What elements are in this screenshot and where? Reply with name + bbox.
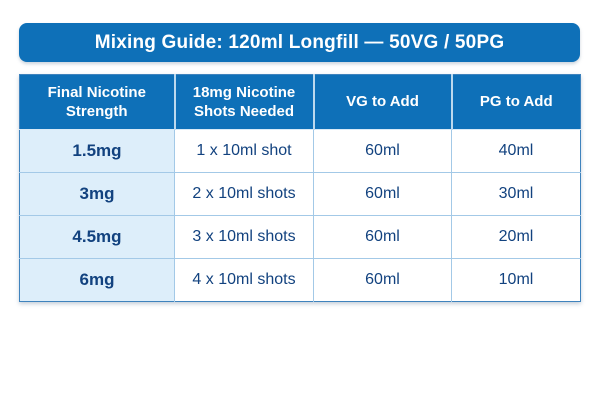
column-header-pg-to-add: PG to Add bbox=[450, 74, 581, 130]
table-row: 3mg 2 x 10ml shots 60ml 30ml bbox=[19, 172, 581, 216]
column-header-nicotine-shots-needed: 18mg Nicotine Shots Needed bbox=[173, 74, 314, 130]
page-title: Mixing Guide: 120ml Longfill — 50VG / 50… bbox=[94, 31, 505, 53]
cell-shots: 1 x 10ml shot bbox=[174, 129, 314, 173]
cell-vg: 60ml bbox=[313, 172, 452, 216]
mixing-guide-table: Final Nicotine Strength 18mg Nicotine Sh… bbox=[19, 74, 581, 302]
cell-strength: 1.5mg bbox=[19, 129, 175, 173]
cell-pg: 30ml bbox=[451, 172, 581, 216]
cell-shots: 2 x 10ml shots bbox=[174, 172, 314, 216]
cell-strength: 6mg bbox=[19, 258, 175, 302]
column-header-vg-to-add: VG to Add bbox=[312, 74, 452, 130]
table-row: 6mg 4 x 10ml shots 60ml 10ml bbox=[19, 258, 581, 302]
cell-strength: 3mg bbox=[19, 172, 175, 216]
cell-shots: 3 x 10ml shots bbox=[174, 215, 314, 259]
cell-vg: 60ml bbox=[313, 215, 452, 259]
table-row: 1.5mg 1 x 10ml shot 60ml 40ml bbox=[19, 129, 581, 173]
cell-strength: 4.5mg bbox=[19, 215, 175, 259]
cell-vg: 60ml bbox=[313, 129, 452, 173]
cell-pg: 20ml bbox=[451, 215, 581, 259]
cell-vg: 60ml bbox=[313, 258, 452, 302]
cell-shots: 4 x 10ml shots bbox=[174, 258, 314, 302]
table-row: 4.5mg 3 x 10ml shots 60ml 20ml bbox=[19, 215, 581, 259]
cell-pg: 10ml bbox=[451, 258, 581, 302]
cell-pg: 40ml bbox=[451, 129, 581, 173]
table-header-row: Final Nicotine Strength 18mg Nicotine Sh… bbox=[19, 74, 581, 130]
page-title-bar: Mixing Guide: 120ml Longfill — 50VG / 50… bbox=[19, 23, 580, 62]
column-header-final-nicotine-strength: Final Nicotine Strength bbox=[19, 74, 175, 130]
